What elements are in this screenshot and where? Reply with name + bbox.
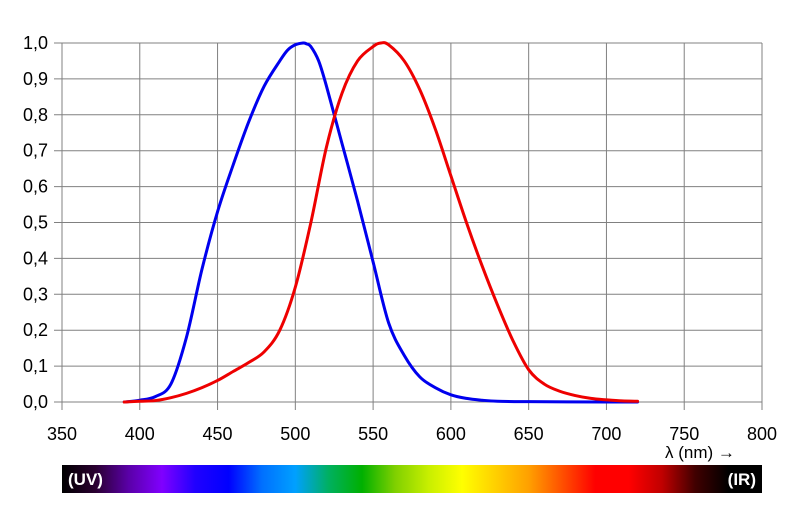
x-tick-label-550: 550 — [358, 424, 388, 444]
horizontal-gridlines — [54, 42, 762, 403]
series-line-1 — [122, 41, 640, 404]
ir-label: (IR) — [728, 470, 756, 489]
x-tick-label-650: 650 — [514, 424, 544, 444]
series-line-2 — [122, 41, 640, 404]
x-tick-label-600: 600 — [436, 424, 466, 444]
vertical-gridlines — [61, 43, 763, 410]
x-tick-label-400: 400 — [125, 424, 155, 444]
x-tick-label-450: 450 — [203, 424, 233, 444]
y-tick-labels: 0,0 0,1 0,2 0,3 0,4 0,5 0,6 0,7 0,8 0,9 1,0 — [23, 33, 48, 412]
y-tick-label-2: 0,2 — [23, 320, 48, 340]
grid — [54, 42, 763, 410]
series-lines — [122, 41, 640, 404]
x-tick-labels: 350 400 450 500 550 600 650 700 750 800 — [47, 424, 777, 444]
y-tick-label-9: 0,9 — [23, 69, 48, 89]
y-tick-label-8: 0,8 — [23, 105, 48, 125]
y-tick-label-4: 0,4 — [23, 248, 48, 268]
y-tick-label-0: 0,0 — [23, 392, 48, 412]
visible-spectrum-bar — [62, 465, 762, 493]
y-tick-label-5: 0,5 — [23, 213, 48, 233]
x-tick-label-500: 500 — [280, 424, 310, 444]
x-axis-title: λ (nm) → — [665, 443, 735, 462]
uv-label: (UV) — [68, 470, 103, 489]
x-tick-label-700: 700 — [591, 424, 621, 444]
y-tick-label-6: 0,6 — [23, 177, 48, 197]
y-tick-label-1: 0,1 — [23, 356, 48, 376]
y-tick-label-7: 0,7 — [23, 141, 48, 161]
y-tick-label-10: 1,0 — [23, 33, 48, 53]
x-tick-label-750: 750 — [669, 424, 699, 444]
x-tick-label-350: 350 — [47, 424, 77, 444]
y-tick-label-3: 0,3 — [23, 284, 48, 304]
x-tick-label-800: 800 — [747, 424, 777, 444]
